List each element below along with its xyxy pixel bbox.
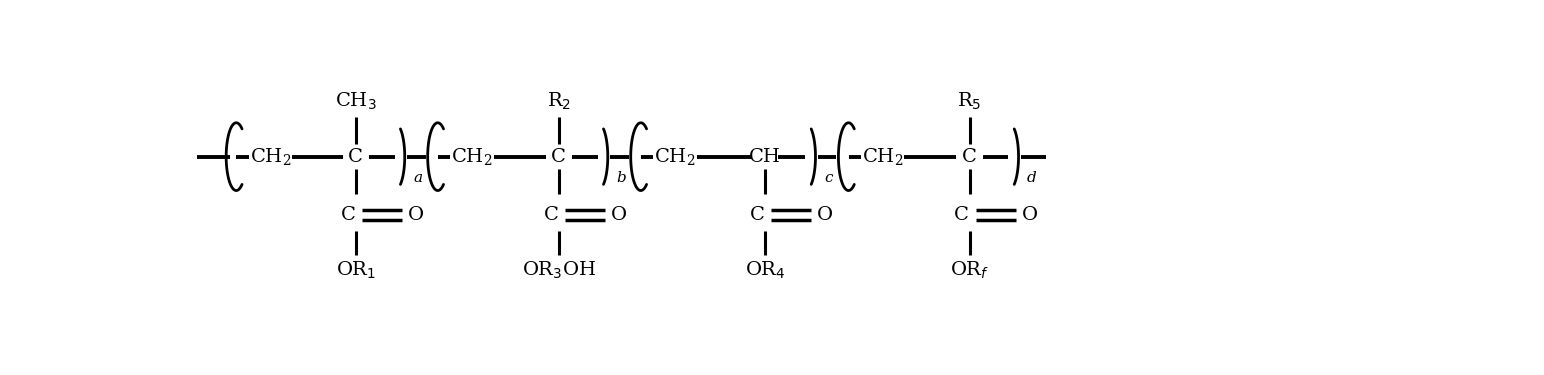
Text: OR$_4$: OR$_4$	[744, 260, 786, 281]
Text: C: C	[543, 206, 559, 224]
Text: $\mathregular{CH_2}$: $\mathregular{CH_2}$	[655, 146, 696, 167]
Text: c: c	[824, 171, 832, 185]
Text: $\mathregular{CH_2}$: $\mathregular{CH_2}$	[862, 146, 903, 167]
Text: C: C	[750, 206, 764, 224]
Text: a: a	[414, 171, 423, 185]
Text: $\mathregular{CH_2}$: $\mathregular{CH_2}$	[250, 146, 292, 167]
Text: C: C	[551, 148, 567, 166]
Text: b: b	[616, 171, 625, 185]
Text: O: O	[1022, 206, 1038, 224]
Text: OR$_f$: OR$_f$	[950, 260, 990, 281]
Text: O: O	[611, 206, 627, 224]
Text: CH: CH	[749, 148, 781, 166]
Text: C: C	[349, 148, 363, 166]
Text: C: C	[962, 148, 977, 166]
Text: d: d	[1027, 171, 1036, 185]
Text: C: C	[954, 206, 970, 224]
Text: R$_2$: R$_2$	[547, 90, 571, 112]
Text: O: O	[817, 206, 834, 224]
Text: R$_5$: R$_5$	[957, 90, 982, 112]
Text: $\mathregular{CH_2}$: $\mathregular{CH_2}$	[451, 146, 493, 167]
Text: OR$_1$: OR$_1$	[335, 260, 375, 281]
Text: OR$_3$OH: OR$_3$OH	[522, 260, 596, 281]
Text: O: O	[408, 206, 425, 224]
Text: CH$_3$: CH$_3$	[335, 90, 377, 112]
Text: C: C	[341, 206, 355, 224]
